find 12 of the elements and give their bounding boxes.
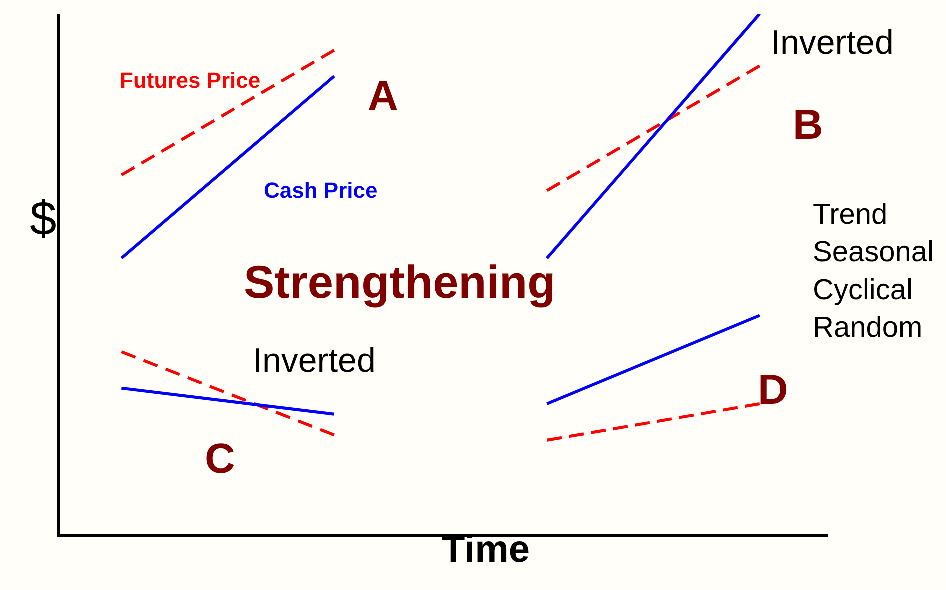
annotation: C xyxy=(205,435,236,482)
x-axis-title: Time xyxy=(442,529,530,571)
annotation: D xyxy=(758,366,788,413)
annotation: Inverted xyxy=(253,342,376,380)
annotation: A xyxy=(368,72,398,119)
annotation: Inverted xyxy=(771,24,894,62)
series-label: Cash Price xyxy=(264,178,378,203)
y-axis-title: $ xyxy=(30,193,57,246)
annotation: B xyxy=(793,101,824,148)
annotation: Strengthening xyxy=(244,256,556,308)
series-label: Futures Price xyxy=(120,68,261,93)
annotation: Trend Seasonal Cyclical Random xyxy=(813,199,934,344)
